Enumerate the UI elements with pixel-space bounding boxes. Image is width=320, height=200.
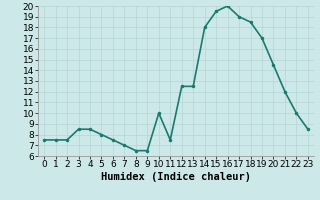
X-axis label: Humidex (Indice chaleur): Humidex (Indice chaleur)	[101, 172, 251, 182]
